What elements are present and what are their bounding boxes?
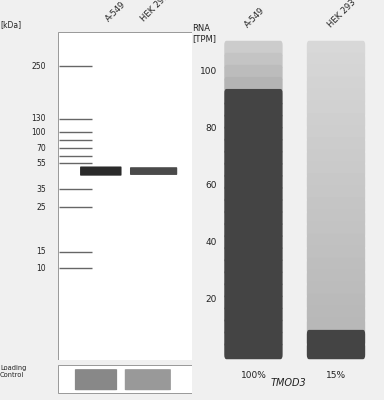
FancyBboxPatch shape <box>224 113 283 130</box>
FancyBboxPatch shape <box>307 113 365 130</box>
FancyBboxPatch shape <box>307 318 365 335</box>
FancyBboxPatch shape <box>307 137 365 154</box>
FancyBboxPatch shape <box>224 53 283 70</box>
FancyBboxPatch shape <box>307 77 365 94</box>
FancyBboxPatch shape <box>224 222 283 239</box>
FancyBboxPatch shape <box>58 366 192 393</box>
Text: 60: 60 <box>205 181 217 190</box>
FancyBboxPatch shape <box>224 77 283 94</box>
FancyBboxPatch shape <box>307 185 365 203</box>
FancyBboxPatch shape <box>224 41 283 58</box>
FancyBboxPatch shape <box>224 101 283 118</box>
FancyBboxPatch shape <box>307 342 365 359</box>
FancyBboxPatch shape <box>224 137 283 154</box>
FancyBboxPatch shape <box>224 149 283 166</box>
FancyBboxPatch shape <box>130 167 177 175</box>
Text: 80: 80 <box>205 124 217 133</box>
Text: 10: 10 <box>36 264 46 273</box>
FancyBboxPatch shape <box>224 89 283 106</box>
FancyBboxPatch shape <box>224 210 283 227</box>
Text: 15%: 15% <box>326 371 346 380</box>
FancyBboxPatch shape <box>307 330 365 347</box>
Text: 100: 100 <box>31 128 46 136</box>
FancyBboxPatch shape <box>307 149 365 166</box>
Text: 55: 55 <box>36 159 46 168</box>
FancyBboxPatch shape <box>307 89 365 106</box>
FancyBboxPatch shape <box>224 173 283 190</box>
FancyBboxPatch shape <box>125 369 171 390</box>
FancyBboxPatch shape <box>224 306 283 323</box>
FancyBboxPatch shape <box>224 330 283 347</box>
FancyBboxPatch shape <box>307 173 365 190</box>
Text: High: High <box>93 373 113 382</box>
FancyBboxPatch shape <box>224 65 283 82</box>
Text: [kDa]: [kDa] <box>0 20 21 29</box>
FancyBboxPatch shape <box>307 53 365 70</box>
FancyBboxPatch shape <box>224 294 283 311</box>
FancyBboxPatch shape <box>307 246 365 263</box>
Text: 100%: 100% <box>240 371 266 380</box>
Text: A-549: A-549 <box>104 0 127 24</box>
FancyBboxPatch shape <box>307 294 365 311</box>
FancyBboxPatch shape <box>224 125 283 142</box>
Text: 15: 15 <box>36 247 46 256</box>
FancyBboxPatch shape <box>307 306 365 323</box>
FancyBboxPatch shape <box>224 282 283 299</box>
Text: TMOD3: TMOD3 <box>270 378 306 388</box>
FancyBboxPatch shape <box>58 32 192 360</box>
Text: 70: 70 <box>36 144 46 153</box>
FancyBboxPatch shape <box>224 246 283 263</box>
Text: 40: 40 <box>205 238 217 247</box>
FancyBboxPatch shape <box>224 270 283 287</box>
Text: 100: 100 <box>200 67 217 76</box>
Text: 20: 20 <box>205 295 217 304</box>
FancyBboxPatch shape <box>80 166 121 176</box>
FancyBboxPatch shape <box>307 210 365 227</box>
FancyBboxPatch shape <box>224 342 283 359</box>
Text: 25: 25 <box>36 203 46 212</box>
FancyBboxPatch shape <box>307 222 365 239</box>
FancyBboxPatch shape <box>307 41 365 58</box>
FancyBboxPatch shape <box>307 282 365 299</box>
FancyBboxPatch shape <box>307 161 365 178</box>
FancyBboxPatch shape <box>224 258 283 275</box>
Text: A-549: A-549 <box>243 6 267 29</box>
FancyBboxPatch shape <box>307 258 365 275</box>
FancyBboxPatch shape <box>75 369 117 390</box>
FancyBboxPatch shape <box>307 101 365 118</box>
Text: HEK 293: HEK 293 <box>326 0 358 29</box>
FancyBboxPatch shape <box>224 318 283 335</box>
FancyBboxPatch shape <box>224 197 283 215</box>
Text: Loading
Control: Loading Control <box>0 366 26 378</box>
FancyBboxPatch shape <box>307 197 365 215</box>
FancyBboxPatch shape <box>307 234 365 251</box>
FancyBboxPatch shape <box>224 185 283 203</box>
Text: 250: 250 <box>31 62 46 71</box>
FancyBboxPatch shape <box>307 125 365 142</box>
Text: RNA
[TPM]: RNA [TPM] <box>192 24 216 43</box>
Text: HEK 293: HEK 293 <box>139 0 170 24</box>
FancyBboxPatch shape <box>307 270 365 287</box>
Text: 130: 130 <box>31 114 46 124</box>
FancyBboxPatch shape <box>224 234 283 251</box>
FancyBboxPatch shape <box>224 161 283 178</box>
FancyBboxPatch shape <box>307 65 365 82</box>
Text: Low: Low <box>144 373 160 382</box>
Text: 35: 35 <box>36 185 46 194</box>
